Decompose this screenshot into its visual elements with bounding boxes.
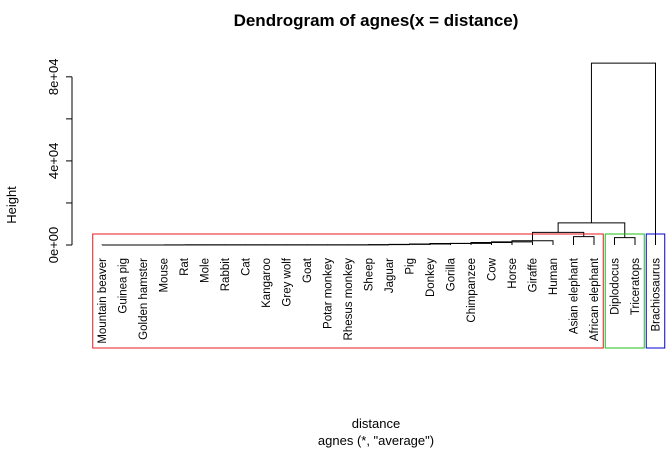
leaf-label: Chimpanzee: [466, 258, 478, 323]
leaf-label: Jaguar: [384, 258, 396, 293]
y-tick-label: 4e+04: [46, 143, 61, 180]
leaf-label: Potar monkey: [323, 258, 335, 329]
leaf-label: Giraffe: [528, 258, 540, 292]
leaf-label: Asian elephant: [569, 257, 581, 334]
leaf-label: African elephant: [589, 257, 601, 341]
leaf-label: Sheep: [364, 258, 376, 291]
x-axis-label: distance: [352, 416, 400, 431]
leaf-label: Grey wolf: [282, 257, 294, 306]
y-axis: 0e+00 4e+04 8e+04: [46, 59, 73, 264]
leaf-label: Donkey: [425, 258, 437, 297]
chart-title: Dendrogram of agnes(x = distance): [234, 11, 519, 30]
cluster-box: [92, 233, 604, 349]
cluster-boxes: [92, 233, 666, 349]
dendrogram-branches: [101, 62, 656, 246]
cluster-box: [645, 233, 666, 349]
x-axis-sublabel: agnes (*, "average"): [318, 433, 434, 448]
leaf-label: Pig: [405, 258, 417, 275]
leaf-label: Rat: [179, 257, 191, 276]
dendrogram-branch: [614, 237, 636, 245]
leaf-label: Horse: [507, 258, 519, 289]
leaf-label: Mouse: [159, 258, 171, 293]
leaf-label: Kangaroo: [261, 258, 273, 308]
dendrogram-branch: [491, 241, 533, 245]
leaf-label: Mole: [200, 258, 212, 283]
leaf-label: Rabbit: [220, 257, 232, 291]
leaf-label: Goat: [302, 257, 314, 283]
leaf-label: Mountain beaver: [97, 258, 109, 344]
leaf-label: Rhesus monkey: [343, 258, 355, 341]
dendrogram-branch: [590, 62, 656, 245]
leaf-label: Cat: [241, 257, 253, 276]
y-tick-label: 8e+04: [46, 59, 61, 96]
leaf-label: Triceratops: [630, 258, 642, 315]
leaf-label: Cow: [487, 257, 499, 281]
leaf-label: Golden hamster: [138, 258, 150, 340]
dendrogram-branch: [573, 236, 595, 245]
leaf-labels: Mountain beaver Guinea pig Golden hamster M…: [97, 257, 663, 343]
leaf-label: Guinea pig: [118, 258, 130, 314]
dendrogram-branch: [409, 243, 451, 245]
leaf-label: Gorilla: [446, 257, 458, 291]
dendrogram-branch: [557, 222, 626, 238]
cluster-box: [604, 233, 645, 349]
leaf-label: Brachiosaurus: [651, 258, 663, 332]
leaf-label: Diplodocus: [610, 258, 622, 315]
leaf-label: Human: [548, 258, 560, 295]
y-axis-label: Height: [4, 186, 19, 224]
y-tick-label: 0e+00: [46, 227, 61, 264]
